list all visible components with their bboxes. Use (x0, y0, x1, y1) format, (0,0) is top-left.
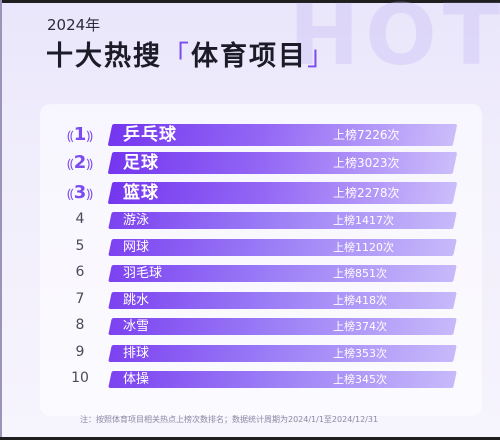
ranking-row: 9 排球 上榜353次 (0, 344, 500, 362)
sport-name: 羽毛球 (123, 266, 163, 281)
laurel-right-icon: ⸩ (86, 157, 93, 172)
rank-number: 6 (75, 264, 85, 280)
ranking-row: 6 羽毛球 上榜851次 (0, 264, 500, 282)
rank-value: 1 (73, 124, 87, 145)
page-title: 十大热搜「体育项目」 (46, 34, 336, 73)
laurel-left-icon: ⸨ (67, 187, 74, 202)
chart-count: 上榜851次 (333, 267, 387, 280)
hot-watermark: HOT (288, 0, 500, 84)
chart-count: 上榜353次 (333, 347, 387, 360)
chart-count: 上榜2278次 (333, 186, 400, 200)
sport-name: 游泳 (123, 213, 150, 228)
ranking-bar (107, 152, 458, 174)
sport-name: 网球 (123, 240, 150, 255)
rank-number: 7 (75, 291, 85, 307)
ranking-bar (108, 239, 457, 256)
ranking-bar (108, 212, 457, 229)
rank-value: 3 (73, 182, 87, 203)
chart-count: 上榜7226次 (333, 128, 400, 142)
sport-name: 足球 (123, 153, 159, 173)
sport-name: 篮球 (123, 183, 159, 203)
title-main: 十大热搜 (46, 41, 162, 72)
chart-count: 上榜418次 (333, 294, 387, 307)
chart-count: 上榜1120次 (333, 241, 394, 254)
ranking-bar (108, 318, 457, 335)
sport-name: 体操 (123, 372, 150, 387)
ranking-row: ⸨2⸩ 足球 上榜3023次 (0, 152, 500, 174)
title-bracket-close: 」 (307, 41, 336, 72)
rank-number: 5 (75, 238, 85, 254)
ranking-row: 10 体操 上榜345次 (0, 370, 500, 388)
chart-count: 上榜374次 (333, 320, 387, 333)
rank-number: ⸨1⸩ (55, 124, 105, 148)
sport-name: 冰雪 (123, 319, 150, 334)
ranking-bar (108, 345, 457, 362)
chart-count: 上榜345次 (333, 373, 387, 386)
chart-count: 上榜3023次 (333, 156, 400, 170)
year-label: 2024年 (47, 16, 101, 34)
title-bracket-open: 「 (162, 41, 191, 72)
rank-number: 10 (71, 370, 89, 386)
ranking-row: ⸨1⸩ 乒乓球 上榜7226次 (0, 124, 500, 146)
chart-count: 上榜1417次 (333, 214, 394, 227)
ranking-row: 8 冰雪 上榜374次 (0, 317, 500, 335)
ranking-bar (107, 182, 458, 204)
laurel-left-icon: ⸨ (67, 129, 74, 144)
rank-number: ⸨2⸩ (55, 152, 105, 176)
ranking-row: 7 跳水 上榜418次 (0, 291, 500, 309)
rank-number: 9 (75, 344, 85, 360)
rank-number: ⸨3⸩ (55, 182, 105, 206)
ranking-card (40, 104, 482, 416)
ranking-row: ⸨3⸩ 篮球 上榜2278次 (0, 182, 500, 204)
laurel-right-icon: ⸩ (86, 187, 93, 202)
left-border (0, 0, 2, 440)
bottom-border (0, 437, 500, 440)
sport-name: 跳水 (123, 293, 150, 308)
top-border (0, 0, 500, 3)
sport-name: 排球 (123, 346, 150, 361)
ranking-bar (108, 292, 457, 309)
ranking-bar (108, 371, 457, 388)
sport-name: 乒乓球 (123, 125, 177, 145)
rank-number: 4 (75, 211, 85, 227)
footnote: 注：按照体育项目相关热点上榜次数排名；数据统计周期为2024/1/1至2024/… (80, 415, 379, 424)
laurel-right-icon: ⸩ (86, 129, 93, 144)
title-topic: 体育项目 (191, 41, 307, 72)
laurel-left-icon: ⸨ (67, 157, 74, 172)
ranking-row: 5 网球 上榜1120次 (0, 238, 500, 256)
rank-value: 2 (73, 152, 87, 173)
ranking-row: 4 游泳 上榜1417次 (0, 211, 500, 229)
rank-number: 8 (75, 317, 85, 333)
